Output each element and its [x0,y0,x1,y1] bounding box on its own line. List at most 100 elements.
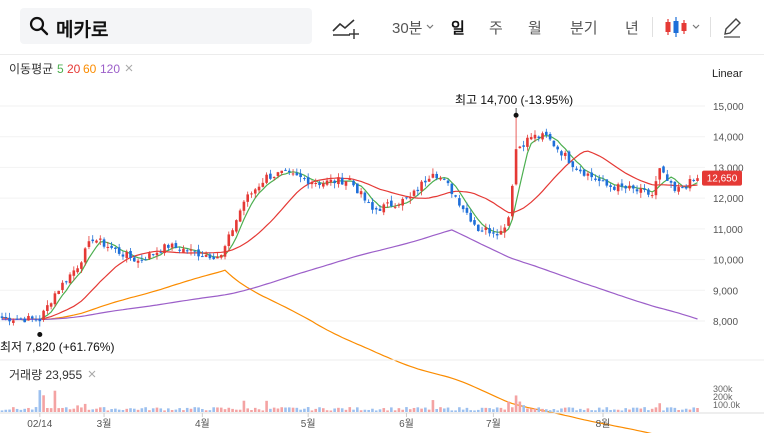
candle-body [110,245,113,248]
candle-body [57,290,60,294]
candle-body [359,191,363,195]
volume-bar [8,409,11,412]
candle-body [594,178,597,180]
volume-label: 거래량 23,955 [9,368,82,382]
candle-body [458,198,461,206]
volume-bar [439,407,442,412]
volume-bar [148,410,151,412]
candle-body [681,187,684,189]
candle-body [189,249,193,251]
volume-bar [19,409,23,412]
candle-body [662,166,665,173]
candle-body [64,281,68,283]
pencil-draw-icon[interactable] [720,13,744,41]
volume-bar [250,410,253,412]
tab-year[interactable]: 년 [625,20,639,37]
candle-body [412,190,416,196]
volume-bar [669,407,673,412]
volume-bar [182,410,185,412]
close-icon[interactable] [88,370,96,378]
volume-bar [465,407,469,412]
candle-body [216,256,219,259]
candle-body [677,187,680,192]
stock-search-box[interactable]: 메카로 [20,8,312,44]
price-axis-tick: 12,000 [713,194,744,205]
candle-body [473,220,476,225]
interval-select[interactable]: 30분 [392,20,423,37]
volume-bar [322,408,325,412]
search-input[interactable]: 메카로 [56,20,109,41]
candle-body [159,252,163,254]
candle-body [374,208,378,210]
candle-body [548,134,552,140]
moving-average-lines [1,134,698,438]
volume-bar [476,409,480,412]
add-indicator-icon[interactable] [330,13,360,41]
volume-bar [442,408,446,412]
candle-body [503,227,507,233]
volume-bar [246,408,249,412]
candle-body [242,201,246,211]
stock-chart[interactable]: 이동평균 5 20 60 120 Linear 15,000 14,000 13,0… [0,54,764,438]
candle-body [465,207,469,213]
candle-body [499,230,503,235]
price-axis-tick: 13,000 [713,163,744,174]
volume-bar [106,410,110,412]
candle-body [272,176,276,178]
tab-quarter[interactable]: 분기 [570,20,598,37]
chevron-down-icon [426,24,434,29]
volume-bar [359,410,363,412]
candle-body [522,145,525,147]
candle-body [303,178,306,180]
volume-bar [367,409,370,412]
tab-day[interactable]: 일 [451,20,465,37]
volume-bar [291,407,295,412]
volume-bar [167,408,170,412]
candle-body [601,180,605,182]
candle-body [322,183,325,187]
volume-bar [560,408,563,412]
volume-bar [185,407,189,412]
candle-body [250,193,253,195]
ma5-legend: 5 [57,62,64,76]
volume-bar [15,408,19,412]
volume-bar [42,395,45,412]
low-marker [37,332,43,338]
candle-body [155,252,159,256]
candle-body [261,182,265,187]
candle-body [495,233,499,236]
candle-body [537,136,541,139]
tab-week[interactable]: 주 [489,20,503,37]
candle-body [476,224,480,232]
volume-bar [662,410,665,412]
volume-bar [397,408,401,412]
volume-bar [473,410,476,412]
candle-body [575,168,578,170]
candle-body [76,268,79,273]
volume-bar [178,408,181,412]
candle-body [692,179,696,181]
close-icon[interactable] [125,64,133,72]
candle-body [461,205,465,210]
low-price-label: 최저 7,820 (+61.76%) [0,340,114,354]
price-axis-tick: 15,000 [713,102,744,113]
candle-body [545,131,548,135]
tab-month[interactable]: 월 [528,20,542,37]
price-axis-tick: 10,000 [713,256,744,267]
candle-body [133,257,136,262]
candle-body [61,282,64,290]
candle-body [386,202,389,204]
candle-body [193,250,197,252]
candle-body [348,179,352,181]
volume-bar [647,410,650,412]
candle-body [526,137,529,147]
candlestick-type-icon[interactable] [664,13,688,41]
candle-body [291,173,295,175]
volume-bar [495,407,499,412]
chevron-down-icon [692,24,700,29]
volume-bar [257,409,261,412]
candle-body [53,293,57,305]
ma20-legend: 20 [67,62,81,76]
candle-body [405,197,408,199]
scale-select[interactable]: Linear [712,68,743,80]
